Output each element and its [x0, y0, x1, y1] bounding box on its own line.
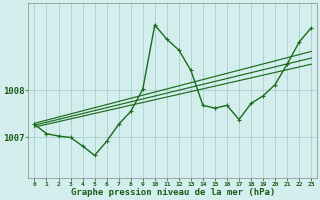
X-axis label: Graphe pression niveau de la mer (hPa): Graphe pression niveau de la mer (hPa)	[71, 188, 275, 197]
